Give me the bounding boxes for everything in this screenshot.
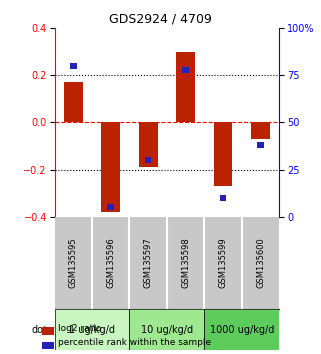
Bar bbox=[70, 63, 77, 69]
Bar bbox=[214, 122, 232, 186]
Bar bbox=[176, 52, 195, 122]
Text: log2 ratio: log2 ratio bbox=[58, 324, 101, 333]
Bar bbox=[220, 195, 226, 201]
Text: GSM135599: GSM135599 bbox=[219, 237, 228, 288]
Bar bbox=[257, 142, 264, 148]
Bar bbox=[129, 309, 204, 350]
Text: 10 ug/kg/d: 10 ug/kg/d bbox=[141, 325, 193, 335]
Bar bbox=[251, 122, 270, 139]
Bar bbox=[108, 204, 114, 210]
Bar bbox=[55, 309, 129, 350]
Text: GSM135600: GSM135600 bbox=[256, 237, 265, 288]
Text: percentile rank within the sample: percentile rank within the sample bbox=[58, 338, 211, 347]
Bar bbox=[182, 67, 189, 73]
Bar bbox=[145, 157, 152, 163]
Bar bbox=[204, 309, 279, 350]
Text: 1 ug/kg/d: 1 ug/kg/d bbox=[69, 325, 115, 335]
Text: GSM135596: GSM135596 bbox=[106, 237, 115, 288]
Text: GSM135598: GSM135598 bbox=[181, 237, 190, 288]
Text: GSM135595: GSM135595 bbox=[69, 237, 78, 288]
Text: GSM135597: GSM135597 bbox=[144, 237, 153, 288]
Text: GDS2924 / 4709: GDS2924 / 4709 bbox=[109, 12, 212, 25]
Bar bbox=[101, 122, 120, 212]
Bar bbox=[139, 122, 158, 167]
Text: dose: dose bbox=[31, 325, 55, 335]
Bar bbox=[64, 82, 83, 122]
Text: 1000 ug/kg/d: 1000 ug/kg/d bbox=[210, 325, 274, 335]
